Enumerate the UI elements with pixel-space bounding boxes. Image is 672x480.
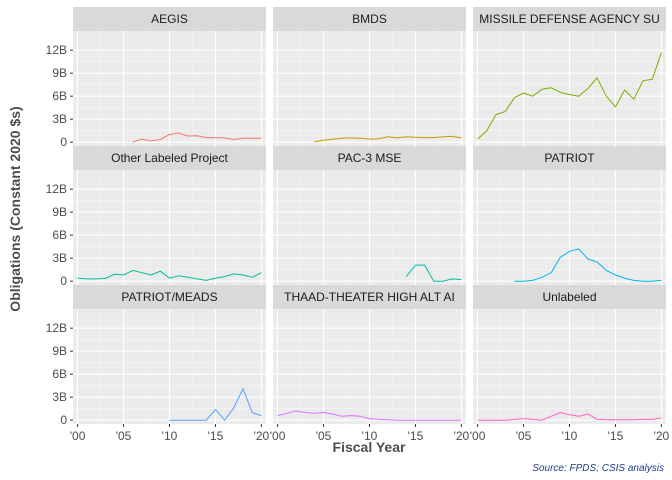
x-tick-label: '05 (116, 429, 132, 443)
x-tick-label: '10 (362, 429, 378, 443)
y-tick-label: 3B (52, 390, 67, 404)
facet-title: AEGIS (151, 12, 188, 26)
facet-unlabeled: Unlabeled (473, 285, 666, 424)
x-tick-label: '20 (654, 429, 670, 443)
facet-title: PATRIOT/MEADS (121, 290, 217, 304)
facet-title: BMDS (352, 12, 387, 26)
facet-strip (73, 7, 266, 31)
x-tick-label: '15 (408, 429, 424, 443)
x-axis-ticks: '00'05'10'15'20'00'05'10'15'20'00'05'10 '… (70, 424, 670, 443)
facet-strip (273, 7, 466, 31)
facet-pac-3-mse: PAC-3 MSE (273, 146, 466, 285)
facet-title: MISSILE DEFENSE AGENCY SU (479, 12, 660, 26)
x-axis-title: Fiscal Year (333, 439, 406, 455)
facet-title: PAC-3 MSE (338, 151, 402, 165)
facet-strip (273, 146, 466, 170)
facet-strip (73, 285, 266, 309)
x-tick-label: '05 (316, 429, 332, 443)
y-axis-ticks: 0 3B 6B 9B 12B 0 3B 6B 9B 12B 0 3B 6B 9B 12B (46, 43, 73, 427)
y-axis-title: Obligations (Constant 2020 $s) (7, 106, 23, 311)
x-tick-label: '00 (470, 429, 486, 443)
y-tick-label: 0 (60, 413, 67, 427)
y-tick-label: 9B (52, 344, 67, 358)
y-tick-label: 12B (46, 43, 67, 57)
x-tick-label: '10 (562, 429, 578, 443)
y-tick-label: 0 (60, 274, 67, 288)
y-tick-label: 9B (52, 205, 67, 219)
chart-caption: Source: FPDS; CSIS analysis (532, 463, 664, 474)
series-line-aegis (132, 132, 262, 143)
facet-title: Other Labeled Project (111, 151, 228, 165)
facet-strip (473, 7, 666, 31)
x-tick-label: '15 (208, 429, 224, 443)
facet-strip (473, 146, 666, 170)
facet-missile-defense-agency-su: MISSILE DEFENSE AGENCY SU (473, 7, 666, 146)
facet-bmds: BMDS (273, 7, 466, 146)
x-tick-label: '10 (162, 429, 178, 443)
facet-title: THAAD-THEATER HIGH ALT AI (284, 290, 455, 304)
x-tick-label: '20 (254, 429, 270, 443)
y-tick-label: 6B (52, 367, 67, 381)
facet-title: PATRIOT (544, 151, 595, 165)
x-tick-label: '00 (270, 429, 286, 443)
series-line-patriot (514, 248, 662, 282)
y-tick-label: 3B (52, 251, 67, 265)
y-tick-label: 12B (46, 321, 67, 335)
series-line-pac-3-mse (405, 264, 462, 282)
series-line-unlabeled (477, 412, 662, 421)
series-line-missile-defense-agency-su (477, 52, 662, 140)
series-line-other-labeled-project (77, 269, 262, 281)
facet-strip (73, 146, 266, 170)
x-tick-label: '05 (516, 429, 532, 443)
facet-thaad-theater-high-alt-ai: THAAD-THEATER HIGH ALT AI (273, 285, 466, 424)
series-line-thaad-theater-high-alt-ai (277, 410, 462, 421)
x-tick-label: '15 (608, 429, 624, 443)
facet-patriot: PATRIOT (473, 146, 666, 285)
y-tick-label: 6B (52, 228, 67, 242)
facet-patriot-meads: PATRIOT/MEADS (73, 285, 266, 424)
series-line-bmds (314, 135, 462, 143)
x-tick-label: '20 (454, 429, 470, 443)
facet-aegis: AEGIS (73, 7, 266, 146)
facet-other-labeled-project: Other Labeled Project (73, 146, 266, 285)
facet-strip (473, 285, 666, 309)
x-tick-label: '00 (70, 429, 86, 443)
y-tick-label: 3B (52, 112, 67, 126)
y-tick-label: 0 (60, 135, 67, 149)
facet-strip (273, 285, 466, 309)
y-tick-label: 12B (46, 182, 67, 196)
facet-title: Unlabeled (542, 290, 596, 304)
series-line-patriot-meads (169, 388, 262, 421)
y-tick-label: 9B (52, 66, 67, 80)
y-tick-label: 6B (52, 89, 67, 103)
facet-panels: AEGIS BMDS MISSILE DEFENSE AGENCY SU Other … (73, 7, 666, 424)
